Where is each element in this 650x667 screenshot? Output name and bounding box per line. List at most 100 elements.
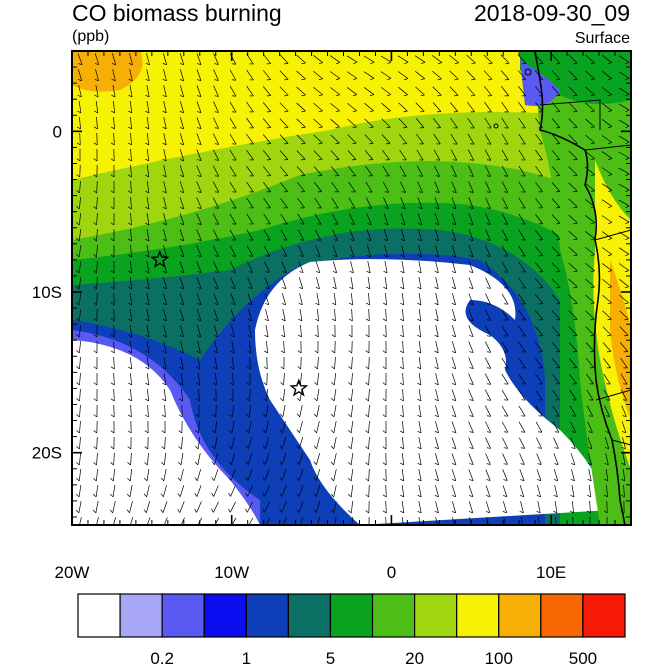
wind-barb [163, 517, 168, 525]
wind-barb-flag [298, 302, 303, 306]
wind-barb [179, 165, 185, 177]
wind-barb-flag [195, 430, 199, 434]
wind-barb [95, 101, 99, 113]
wind-barb [485, 181, 491, 193]
wind-barb [602, 55, 612, 63]
wind-barb [145, 501, 151, 513]
wind-barb [435, 309, 439, 321]
wind-barb [401, 261, 405, 273]
wind-barb [501, 245, 509, 257]
wind-barb-flag [298, 287, 303, 290]
wind-barb-flag [625, 237, 630, 241]
wind-barb [367, 277, 371, 289]
wind-barb [78, 469, 82, 481]
wind-barb-flag [625, 173, 630, 176]
wind-barb-flag [111, 110, 115, 114]
wind-barb-flag [622, 399, 627, 401]
wind-barb [213, 501, 219, 513]
wind-barb-flag [110, 190, 115, 194]
wind-barb [78, 309, 82, 321]
wind-barb-flag [365, 398, 369, 402]
wind-barb [619, 294, 629, 304]
wind-barb [79, 180, 81, 194]
wind-barb-flag [625, 221, 630, 224]
wind-barb [417, 197, 423, 209]
wind-barb-flag [452, 415, 457, 417]
wind-barb [146, 373, 150, 385]
wind-barb-flag [625, 109, 630, 112]
wind-barb [517, 54, 527, 64]
wind-barb-flag [573, 126, 578, 129]
wind-barb [418, 389, 422, 401]
wind-barb [113, 372, 115, 386]
wind-barb-flag [179, 366, 184, 370]
wind-barb [231, 437, 235, 449]
lat-label: 0 [53, 122, 62, 141]
wind-barb-flag [231, 271, 236, 273]
wind-barb-flag [503, 175, 508, 177]
wind-barb-flag [161, 446, 165, 450]
wind-barb [381, 102, 391, 112]
wind-barb [263, 197, 271, 209]
wind-barb-flag [248, 271, 253, 273]
wind-barb-flag [469, 207, 474, 209]
wind-barb [535, 230, 543, 240]
wind-barb [334, 356, 336, 370]
wind-barb [431, 55, 443, 63]
wind-barb [281, 485, 287, 497]
lon-label: 0 [387, 563, 396, 582]
wind-barb-flag [78, 63, 83, 65]
wind-barb [197, 517, 203, 525]
wind-barb-flag [353, 78, 358, 81]
lat-label: 20S [32, 444, 62, 463]
wind-barb-flag [420, 110, 425, 113]
wind-barb-flag [284, 63, 289, 65]
wind-barb [129, 485, 133, 497]
wind-barb [553, 469, 559, 481]
wind-barb-flag [110, 366, 115, 370]
wind-barb-flag [110, 350, 115, 354]
wind-barb [618, 183, 630, 191]
wind-barb [520, 517, 523, 525]
wind-barb-flag [76, 366, 80, 370]
wind-barb-flag [231, 255, 236, 257]
wind-barb [179, 229, 185, 241]
wind-barb [299, 517, 304, 525]
wind-barb-flag [486, 335, 491, 337]
wind-barb-flag [246, 366, 251, 370]
wind-barb [452, 261, 456, 273]
wind-barb [397, 55, 409, 63]
wind-barb-flag [352, 126, 357, 129]
wind-barb-flag [162, 319, 167, 322]
wind-barb-flag [486, 383, 491, 385]
wind-barb [300, 356, 302, 370]
wind-barb [263, 245, 271, 257]
wind-barb-flag [452, 431, 457, 433]
wind-barb [537, 517, 540, 525]
wind-barb [264, 453, 270, 465]
wind-barb [298, 485, 304, 497]
wind-barb [79, 404, 81, 418]
wind-barb-flag [264, 303, 269, 306]
wind-barb [279, 118, 289, 128]
wind-barb-flag [262, 476, 266, 481]
wind-barb-flag [76, 221, 80, 226]
wind-barb [333, 421, 337, 433]
wind-barb-flag [607, 62, 612, 65]
wind-barb [78, 213, 82, 225]
wind-barb [568, 326, 578, 336]
wind-barb-flag [301, 159, 306, 161]
wind-barb-flag [197, 175, 202, 177]
wind-barb-flag [350, 223, 355, 225]
wind-barb [568, 182, 578, 192]
wind-barb-flag [486, 287, 491, 289]
wind-barb [180, 453, 184, 465]
wind-barb-flag [451, 271, 456, 274]
wind-barb-flag [179, 382, 184, 386]
wind-barb [281, 261, 287, 273]
wind-barb-flag [418, 527, 422, 529]
wind-barb-flag [296, 461, 300, 465]
wind-barb [605, 469, 609, 481]
wind-barb [537, 501, 541, 513]
wind-barb [230, 309, 236, 321]
